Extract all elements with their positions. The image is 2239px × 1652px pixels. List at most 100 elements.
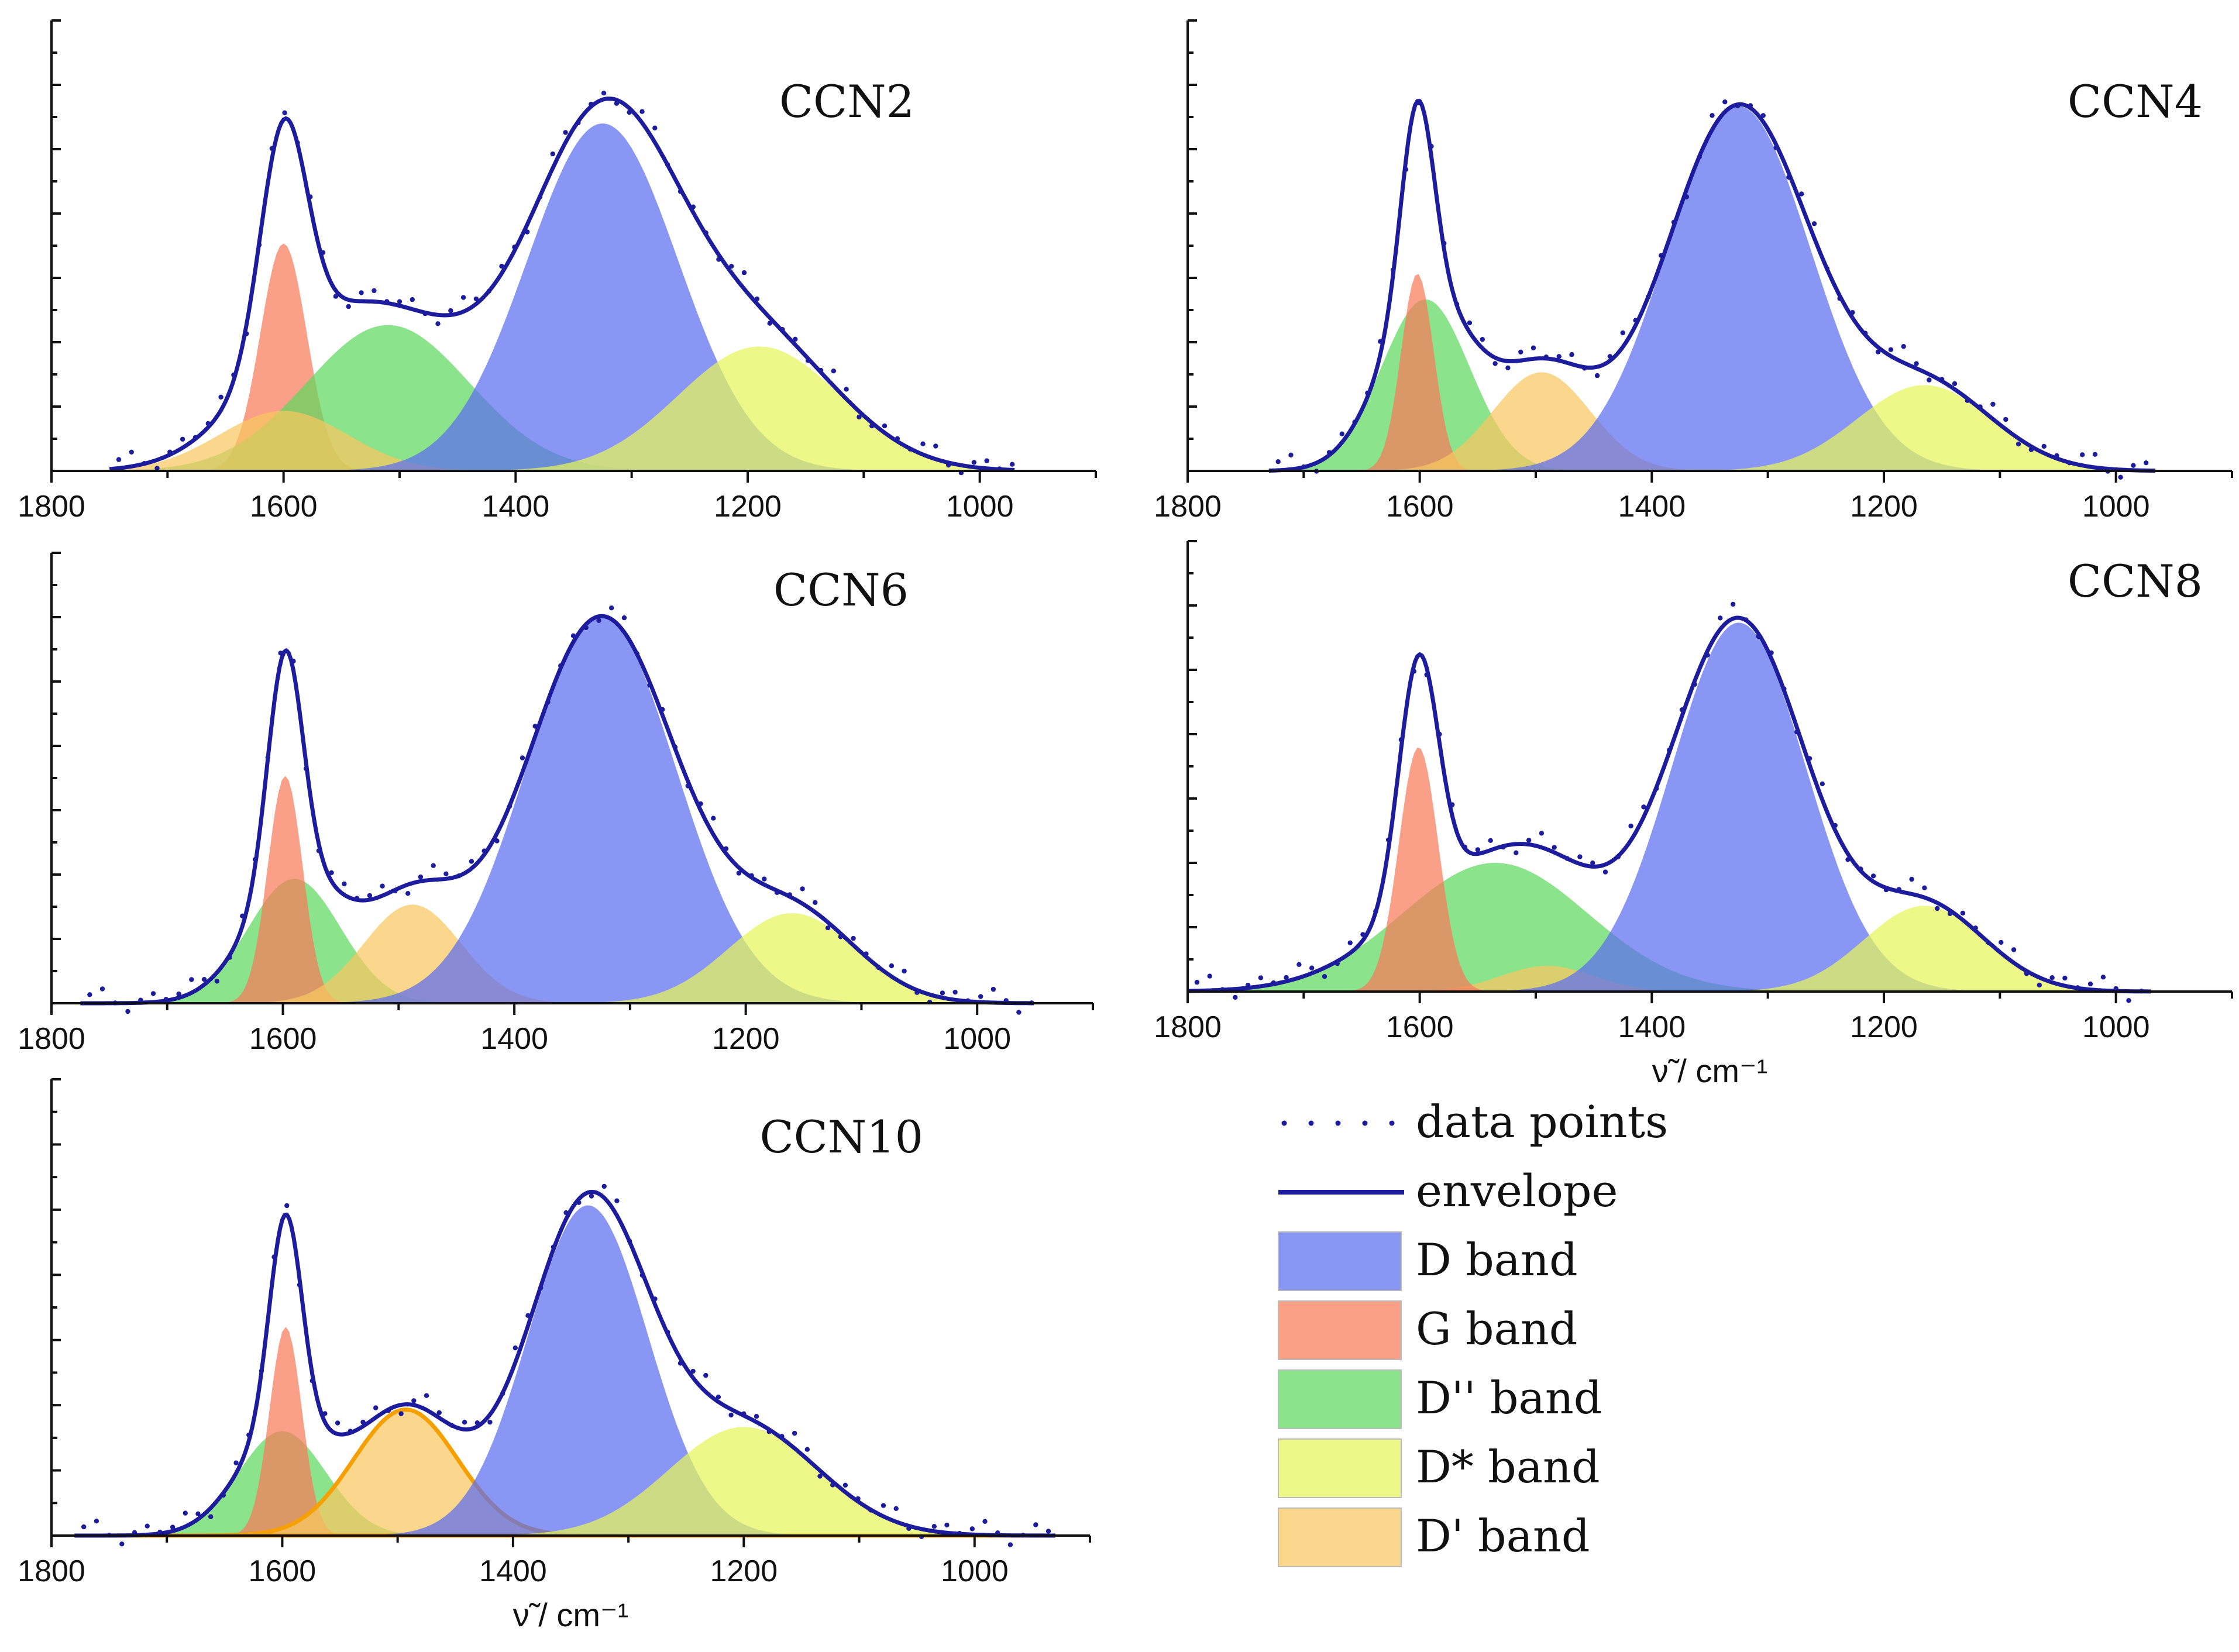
data-point (690, 1368, 696, 1374)
data-point (665, 1330, 670, 1335)
data-point (627, 1238, 632, 1244)
data-point (868, 1508, 873, 1513)
data-point (813, 900, 818, 906)
data-point (1539, 831, 1545, 836)
data-point (754, 296, 760, 302)
data-point (2075, 985, 2080, 990)
data-point (817, 1474, 823, 1479)
data-point (1016, 1010, 1022, 1015)
data-point (94, 1519, 99, 1524)
panel-title: CCN4 (2068, 75, 2203, 128)
data-point (386, 1408, 391, 1413)
data-point (284, 1203, 290, 1209)
data-point (1799, 191, 1804, 197)
data-point (1045, 1529, 1051, 1534)
data-point (895, 436, 900, 441)
axes (50, 552, 1094, 1015)
data-point (952, 989, 958, 995)
data-point (449, 1423, 455, 1428)
data-point (2028, 447, 2034, 452)
data-point (589, 101, 594, 107)
data-point (685, 783, 691, 789)
data-point (150, 991, 156, 996)
data-point (800, 886, 805, 892)
data-point (1837, 295, 1842, 301)
data-point (982, 1519, 988, 1524)
legend-item-points: data points (1281, 1096, 1668, 1148)
panel-ccn6: 1800 1600 1400 1200 1000 CCN6 (18, 552, 1094, 1056)
data-point (1492, 361, 1498, 366)
legend-label: D'' band (1416, 1372, 1602, 1424)
data-point (984, 458, 989, 463)
envelope-line (109, 97, 1015, 472)
data-point (397, 299, 403, 304)
x-tick-label: 1800 (1154, 1010, 1222, 1044)
data-point (1424, 672, 1429, 677)
data-point (1671, 219, 1677, 225)
data-point (170, 1524, 176, 1530)
panel-ccn4: 1800 1600 1400 1200 1000 CCN4 (1154, 19, 2233, 524)
envelope-line (80, 614, 1034, 1006)
data-point (576, 120, 581, 126)
data-point (1577, 854, 1583, 859)
data-point (1411, 669, 1416, 674)
data-point (1824, 266, 1829, 271)
data-point (672, 745, 678, 750)
data-point (1437, 731, 1442, 737)
data-point (1896, 887, 1901, 892)
data-point (2049, 975, 2055, 980)
legend-item-dprime: D' band (1278, 1508, 1590, 1567)
data-point (558, 663, 563, 669)
data-point (1352, 419, 1357, 425)
data-point (192, 435, 198, 440)
data-point (1416, 100, 1421, 105)
band-dstar-ccn4 (1268, 385, 2157, 471)
data-point (2011, 947, 2017, 952)
data-point (354, 896, 360, 901)
data-point (876, 965, 882, 970)
data-point (1646, 294, 1651, 300)
data-point (634, 651, 640, 656)
data-point (1990, 401, 1996, 407)
data-point (448, 308, 453, 314)
panel-ccn2: 1800 1600 1400 1200 1000 CCN2 (18, 19, 1097, 524)
legend-item-g: G band (1278, 1300, 1577, 1360)
data-point (1832, 822, 1838, 828)
data-point (1258, 975, 1264, 980)
data-point (460, 295, 466, 300)
data-point (2087, 981, 2093, 987)
data-point (716, 257, 721, 262)
data-point (1378, 339, 1383, 344)
band-dprime-ccn4 (1268, 372, 2157, 471)
data-point (1858, 866, 1863, 872)
envelope-line (74, 1189, 1055, 1538)
data-point (1233, 994, 1238, 1000)
data-point (1360, 932, 1366, 937)
data-point (589, 1193, 594, 1199)
data-point (1429, 143, 1434, 149)
data-point (525, 229, 530, 235)
data-point (227, 955, 232, 960)
data-point (1850, 309, 1855, 315)
data-points (1275, 99, 2149, 480)
data-point (787, 892, 793, 897)
data-point (1773, 145, 1779, 150)
legend-item-d2: D'' band (1278, 1369, 1602, 1429)
data-point (652, 1296, 658, 1302)
data-point (195, 1511, 201, 1516)
x-tick-label: 1000 (2082, 490, 2150, 524)
data-point (271, 1254, 277, 1259)
legend-label: D band (1416, 1234, 1578, 1286)
data-point (1909, 876, 1914, 882)
data-point (246, 1432, 252, 1438)
data-point (881, 1503, 886, 1508)
band-g-ccn10 (74, 1327, 1055, 1536)
data-point (1977, 404, 1983, 409)
data-point (208, 1514, 214, 1519)
data-point (1973, 925, 1978, 931)
data-point (244, 331, 249, 336)
data-point (1875, 349, 1881, 355)
data-point (1207, 973, 1212, 979)
data-point (342, 881, 347, 887)
axes (1186, 540, 2233, 1003)
